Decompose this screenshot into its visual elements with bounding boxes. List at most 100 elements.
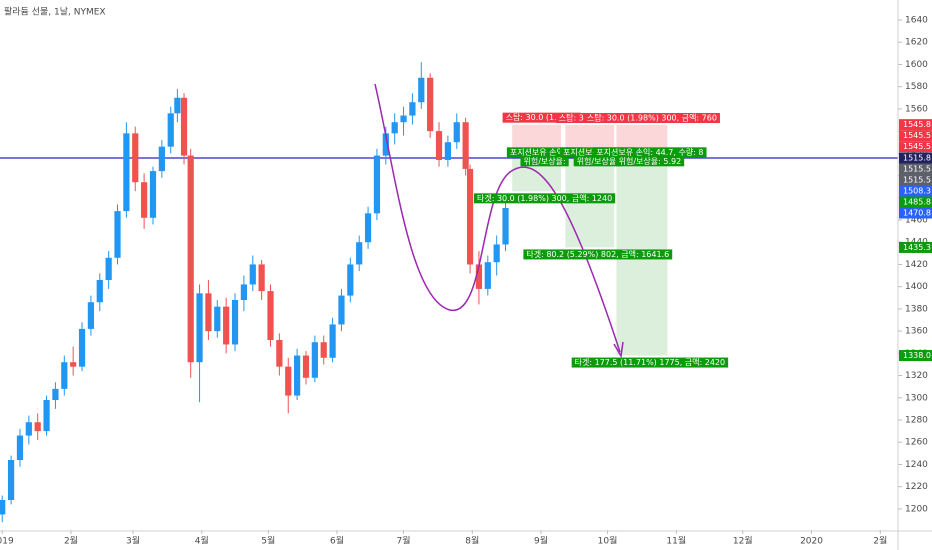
position-ratio: 위험/보상율: <box>523 156 565 166</box>
candle-body <box>373 155 381 214</box>
candle-body <box>87 302 95 329</box>
candle-body <box>180 97 188 156</box>
x-tick-label: 4월 <box>195 535 209 547</box>
candle-body <box>285 366 292 396</box>
price-label-bg <box>899 119 932 131</box>
candle-body <box>493 244 500 263</box>
candle-body <box>61 362 68 389</box>
y-tick-label: 1260 <box>905 438 928 448</box>
candle-body <box>347 264 354 296</box>
candle-body <box>7 460 15 500</box>
candle-body <box>52 388 59 400</box>
target-label: 타겟: 30.0 (1.98%) 300, 금액: 1240 <box>477 193 612 203</box>
target-label-bg <box>571 357 729 368</box>
candle-body <box>338 295 345 325</box>
y-tick-label: 1320 <box>905 371 928 381</box>
candle-body <box>123 133 130 212</box>
candle-body <box>462 122 469 169</box>
price-label-bg <box>899 141 932 153</box>
y-tick-label: 1300 <box>905 393 928 403</box>
x-tick-label: 6월 <box>330 535 344 547</box>
price-label: 1508.3 <box>903 187 931 196</box>
x-tick-label: 3월 <box>126 535 140 547</box>
candle-body <box>475 264 483 289</box>
candle-body <box>149 171 157 218</box>
candle-body <box>174 97 181 114</box>
position-ratio: 위험/보상율: 5.92 <box>619 156 682 166</box>
y-tick-label: 1280 <box>905 416 928 426</box>
stop-label-bg <box>583 113 720 123</box>
candle-body <box>70 362 77 367</box>
candle-body <box>258 264 265 292</box>
candle-body <box>0 500 6 515</box>
candle-body <box>187 155 194 363</box>
position-info-bg <box>593 147 707 158</box>
candle-body <box>382 133 389 156</box>
candle-body <box>141 182 148 218</box>
x-tick-label: 2월 <box>873 535 887 547</box>
price-label: 1515.5 <box>903 165 931 174</box>
candle-body <box>249 264 256 285</box>
candle-body <box>114 211 121 258</box>
candle-body <box>132 133 139 183</box>
candle-body <box>196 293 203 363</box>
price-label-bg <box>899 174 932 186</box>
candle-body <box>409 102 416 116</box>
candle-body <box>231 300 239 345</box>
x-tick-label: 2월 <box>64 535 78 547</box>
price-label-bg <box>899 350 932 362</box>
y-tick-label: 1420 <box>905 260 928 270</box>
candle-body <box>294 355 301 396</box>
price-label: 1545.5 <box>903 142 931 151</box>
price-label: 1338.0 <box>903 351 931 360</box>
y-tick-label: 1400 <box>905 282 928 292</box>
target-label: 타겟: 80.2 (5.29%) 802, 금액: 1641.6 <box>526 249 669 259</box>
y-tick-label: 1240 <box>905 460 928 470</box>
y-tick-label: 1360 <box>905 327 928 337</box>
candle-body <box>391 122 398 134</box>
candle-body <box>320 342 327 358</box>
position-ratio-bg <box>573 156 622 167</box>
candle-body <box>78 328 86 367</box>
price-label-bg <box>899 196 932 208</box>
y-tick-label: 1600 <box>905 60 928 70</box>
candle-body <box>43 400 50 432</box>
price-label: 1485.8 <box>903 198 931 207</box>
target-label-bg <box>523 249 673 260</box>
candle-body <box>502 208 509 245</box>
price-label: 1545.8 <box>903 120 931 129</box>
candle-body <box>418 77 425 103</box>
stop-label: 스탑: 30.0 (1.98%) <box>506 113 578 122</box>
x-tick-label: 8월 <box>465 535 479 547</box>
position-ratio-bg <box>615 156 685 167</box>
candle-body <box>158 146 165 172</box>
stop-label: 스탑: 30.0 (1.98%) 300, 금액: 760 <box>587 113 717 123</box>
stop-label-bg <box>502 112 581 123</box>
candle-body <box>105 257 112 280</box>
x-tick-label: 12월 <box>733 535 753 547</box>
candle-body <box>427 77 434 132</box>
candle-body <box>240 284 248 300</box>
candle-body <box>435 131 443 160</box>
candle-body <box>205 293 212 332</box>
candle-body <box>16 435 24 460</box>
price-label: 1470.8 <box>903 209 931 218</box>
target-label: 타겟: 177.5 (11.71%) 1775, 금액: 2420 <box>575 357 725 367</box>
y-tick-label: 1560 <box>905 104 928 114</box>
candle-body <box>96 280 103 303</box>
candle-body <box>311 342 318 378</box>
position-ratio: 위험/보상율: <box>577 156 619 166</box>
arrow-head <box>613 341 624 359</box>
candle-body <box>484 262 491 289</box>
candle-body <box>223 306 230 345</box>
candle-body <box>34 422 41 432</box>
price-label-bg <box>899 241 932 253</box>
position-info: 포지션보유 손익: 45 <box>510 147 579 157</box>
candle-body <box>214 306 221 332</box>
candle-body <box>356 242 363 265</box>
y-tick-label: 1460 <box>905 216 928 226</box>
y-tick-label: 1220 <box>905 482 928 492</box>
candle-body <box>453 122 460 143</box>
x-tick-label: 11월 <box>666 535 686 547</box>
